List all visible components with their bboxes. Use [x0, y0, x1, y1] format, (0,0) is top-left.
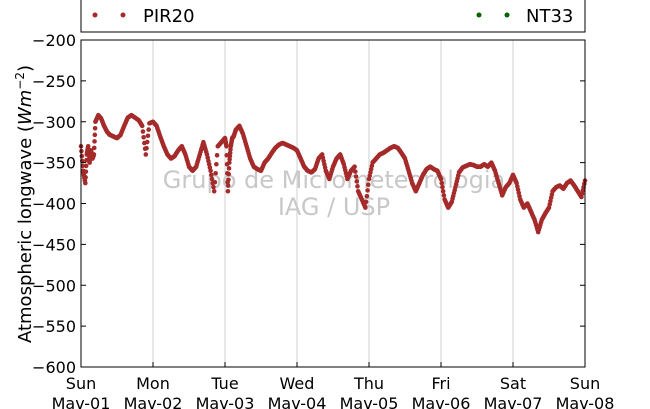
data-point-pir20	[440, 188, 446, 194]
data-point-pir20	[83, 169, 89, 174]
data-point-pir20	[140, 129, 146, 134]
data-point-pir20	[441, 193, 447, 198]
x-tick-label-date: Mav-04	[268, 394, 327, 409]
y-tick-label: −400	[32, 195, 76, 214]
x-tick-label-date: Mav-07	[484, 394, 543, 409]
y-tick-label: −500	[32, 276, 76, 295]
legend: PIR20 NT33	[80, 0, 586, 33]
y-axis-label-exponent: −2	[13, 72, 27, 90]
data-point-pir20	[80, 163, 86, 169]
y-tick-label: −200	[32, 31, 76, 50]
legend-marker-nt33	[476, 12, 482, 18]
data-point-pir20	[364, 193, 370, 199]
data-point-pir20	[209, 176, 215, 182]
x-tick-label-day: Sun	[66, 374, 96, 393]
y-tick-label: −250	[32, 72, 76, 91]
y-tick-label: −600	[32, 358, 76, 377]
x-tick-label-date: Mav-01	[52, 394, 111, 409]
data-point-pir20	[353, 169, 358, 174]
data-point-pir20	[439, 180, 445, 186]
data-point-pir20	[139, 123, 145, 129]
data-point-pir20	[211, 184, 216, 190]
data-point-pir20	[83, 180, 88, 186]
x-tick-label-day: Thu	[353, 374, 384, 393]
data-point-pir20	[226, 171, 232, 177]
watermark-line2: IAG / USP	[278, 193, 390, 221]
plot-area	[81, 40, 585, 367]
data-point-pir20	[146, 127, 151, 132]
y-axis-label-units: Wm	[15, 90, 36, 125]
data-point-pir20	[144, 139, 150, 145]
data-point-pir20	[141, 134, 146, 140]
x-tick-label-date: Mav-02	[124, 394, 183, 409]
y-axis-label: Atmospheric longwave (Wm−2)	[13, 65, 36, 343]
legend-label-pir20: PIR20	[143, 6, 195, 27]
data-point-pir20	[225, 188, 231, 194]
data-point-pir20	[143, 152, 149, 157]
data-point-pir20	[353, 174, 359, 179]
legend-marker-nt33	[504, 12, 510, 18]
y-tick-label: −450	[32, 235, 76, 254]
x-tick-label-day: Sat	[500, 374, 526, 393]
data-point-pir20	[92, 132, 98, 138]
y-axis-label-close: )	[15, 65, 36, 72]
data-point-pir20	[214, 152, 220, 158]
data-point-pir20	[440, 184, 445, 190]
data-point-pir20	[91, 152, 97, 157]
data-point-pir20	[363, 205, 368, 210]
legend-label-nt33: NT33	[526, 6, 573, 27]
data-point-pir20	[214, 161, 219, 167]
x-tick-label-date: Mav-06	[412, 394, 471, 409]
x-tick-label-date: Mav-05	[340, 394, 399, 409]
data-point-pir20	[352, 164, 357, 170]
y-tick-label: −350	[32, 154, 76, 173]
x-tick-label-day: Mon	[136, 374, 170, 393]
data-point-pir20	[92, 139, 97, 144]
y-axis-ticks: −200 −250 −300 −350 −400 −450 −500 −550 −600	[32, 31, 585, 377]
data-point-pir20	[209, 172, 214, 178]
data-point-pir20	[224, 143, 229, 149]
legend-marker-pir20	[120, 12, 126, 18]
data-point-pir20	[91, 145, 97, 151]
data-point-pir20	[354, 179, 360, 184]
data-point-pir20	[355, 184, 360, 189]
x-tick-label-date: Mav-03	[196, 394, 255, 409]
data-point-pir20	[92, 125, 98, 131]
data-point-pir20	[208, 168, 213, 174]
legend-box	[80, 0, 586, 33]
data-point-pir20	[438, 176, 444, 182]
y-axis-label-text: Atmospheric longwave (	[15, 125, 36, 343]
data-points	[78, 112, 588, 235]
data-point-pir20	[211, 188, 217, 194]
data-point-pir20	[213, 170, 218, 176]
data-point-pir20	[83, 163, 89, 169]
data-point-pir20	[225, 183, 231, 188]
x-tick-label-day: Wed	[280, 374, 315, 393]
x-axis-ticks: SunMav-01MonMav-02TueMav-03WedMav-04ThuM…	[52, 362, 615, 409]
data-point-pir20	[365, 182, 371, 187]
legend-marker-pir20	[92, 12, 98, 18]
x-tick-label-day: Sun	[570, 374, 600, 393]
x-tick-label-day: Tue	[210, 374, 238, 393]
data-point-pir20	[365, 188, 370, 193]
data-point-pir20	[363, 199, 369, 205]
vertical-gridlines	[152, 40, 514, 367]
y-tick-label: −550	[32, 317, 76, 336]
data-point-pir20	[144, 145, 149, 151]
data-point-pir20	[145, 133, 151, 139]
data-point-pir20	[79, 153, 85, 159]
data-point-pir20	[226, 177, 231, 183]
data-point-pir20	[212, 179, 218, 185]
x-tick-label-day: Fri	[431, 374, 450, 393]
x-tick-label-date: Mav-08	[556, 394, 615, 409]
data-point-pir20	[226, 166, 232, 171]
y-tick-label: −300	[32, 113, 76, 132]
data-point-pir20	[83, 175, 88, 180]
